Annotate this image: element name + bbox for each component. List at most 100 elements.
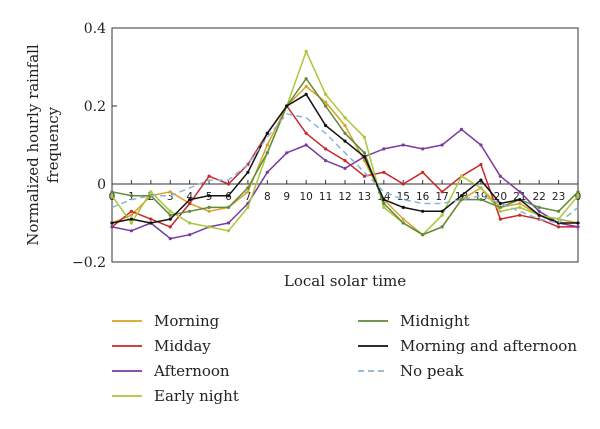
- data-point: [129, 217, 134, 221]
- data-point: [323, 104, 328, 108]
- data-point: [576, 225, 580, 229]
- data-point: [188, 198, 192, 202]
- x-tick-label: 7: [245, 191, 252, 203]
- data-point: [110, 221, 114, 225]
- data-point: [518, 198, 522, 202]
- data-point: [304, 49, 308, 54]
- data-point: [207, 174, 211, 178]
- data-point: [479, 198, 483, 202]
- data-point: [518, 201, 522, 206]
- data-point: [459, 127, 464, 131]
- data-point: [110, 194, 114, 198]
- data-point: [207, 225, 211, 229]
- data-point: [304, 84, 308, 89]
- data-point: [168, 225, 172, 229]
- data-point: [168, 237, 172, 241]
- data-point: [323, 100, 328, 104]
- data-point: [362, 174, 367, 178]
- data-point: [576, 190, 580, 194]
- data-point: [207, 205, 211, 209]
- data-point: [304, 131, 308, 135]
- data-point: [226, 194, 231, 198]
- data-point: [323, 92, 328, 96]
- x-tick-label: 23: [552, 191, 565, 203]
- data-point: [149, 221, 153, 225]
- data-point: [207, 194, 211, 198]
- data-point: [421, 147, 425, 151]
- data-point: [168, 209, 172, 213]
- data-point: [518, 213, 522, 217]
- data-point: [226, 221, 231, 225]
- data-point: [323, 147, 328, 151]
- data-point: [362, 155, 367, 159]
- data-point: [362, 135, 367, 139]
- x-tick-label: 4: [186, 191, 193, 203]
- plot-frame: [111, 27, 579, 263]
- data-point: [421, 233, 425, 237]
- data-point: [362, 151, 367, 155]
- data-point: [246, 190, 250, 194]
- data-point: [110, 190, 114, 194]
- data-point: [265, 131, 269, 135]
- data-point: [246, 205, 250, 209]
- data-point: [343, 159, 347, 163]
- data-point: [226, 205, 231, 209]
- legend-label: Afternoon: [153, 362, 230, 380]
- data-point: [110, 225, 114, 229]
- y-axis-title: Normalized hourly rainfall frequency: [24, 44, 62, 246]
- x-tick-label: 11: [319, 191, 332, 203]
- data-point: [556, 225, 561, 229]
- data-point: [556, 209, 561, 213]
- data-point: [518, 205, 522, 209]
- data-point: [149, 217, 153, 221]
- data-point: [246, 170, 250, 174]
- x-tick-label: 22: [532, 191, 545, 203]
- data-point: [265, 143, 269, 147]
- data-point: [459, 198, 464, 202]
- data-point: [343, 123, 347, 128]
- x-tick-label: 17: [435, 191, 448, 203]
- data-point: [440, 225, 444, 229]
- data-point: [382, 201, 386, 206]
- data-point: [498, 174, 502, 178]
- data-point: [537, 213, 541, 217]
- series-line-no-peak: [111, 113, 579, 224]
- legend-label: Early night: [154, 387, 239, 405]
- data-point: [246, 186, 250, 190]
- y-tick-label: 0.4: [84, 21, 106, 37]
- x-tick-label: 13: [358, 191, 371, 203]
- x-tick-label: 12: [338, 191, 351, 203]
- data-point: [207, 209, 211, 213]
- data-point: [188, 201, 192, 206]
- data-point: [401, 143, 405, 147]
- data-point: [129, 221, 134, 225]
- data-point: [226, 182, 231, 186]
- data-point: [304, 77, 308, 81]
- data-point: [188, 233, 192, 237]
- data-point: [382, 170, 386, 174]
- data-point: [343, 116, 347, 120]
- data-point: [498, 217, 502, 221]
- data-point: [382, 205, 386, 209]
- data-point: [498, 209, 502, 213]
- legend-label: Midday: [154, 337, 211, 355]
- legend-label: Morning: [154, 312, 220, 330]
- data-point: [479, 162, 483, 167]
- data-point: [382, 198, 386, 202]
- data-point: [265, 151, 269, 155]
- legend: Morning Midday Afternoon Early night Midnigh…: [112, 312, 577, 405]
- data-point: [498, 201, 502, 206]
- data-point: [440, 143, 444, 147]
- data-point: [421, 170, 425, 174]
- data-point: [129, 229, 134, 233]
- x-tick-label: 16: [416, 191, 430, 203]
- data-point: [479, 143, 483, 147]
- data-point: [537, 209, 541, 213]
- data-point: [343, 131, 347, 135]
- data-point: [343, 166, 347, 170]
- data-point: [459, 174, 464, 178]
- data-point: [323, 123, 328, 128]
- data-point: [498, 205, 502, 209]
- data-point: [556, 217, 561, 221]
